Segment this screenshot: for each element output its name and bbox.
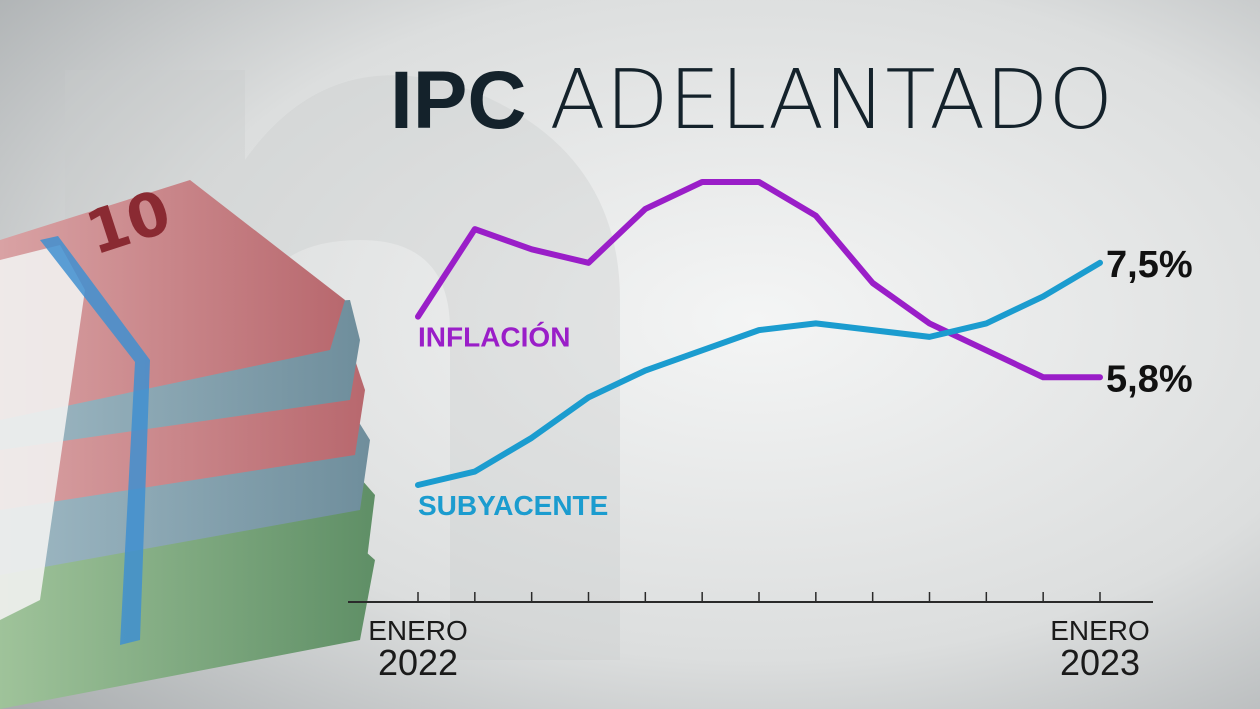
series-line bbox=[415, 259, 1103, 488]
x-tick-label: ENERO 2022 bbox=[368, 615, 468, 683]
x-tick-label: ENERO 2023 bbox=[1050, 615, 1150, 683]
money-stack: 10 bbox=[0, 177, 375, 709]
value-label: 5,8% bbox=[1106, 358, 1193, 400]
series-label: INFLACIÓN bbox=[418, 322, 570, 353]
value-label: 7,5% bbox=[1106, 244, 1193, 286]
series-line bbox=[415, 179, 1103, 381]
series-label: SUBYACENTE bbox=[418, 490, 608, 521]
chart-title: IPC ADELANTADO bbox=[390, 53, 1113, 148]
